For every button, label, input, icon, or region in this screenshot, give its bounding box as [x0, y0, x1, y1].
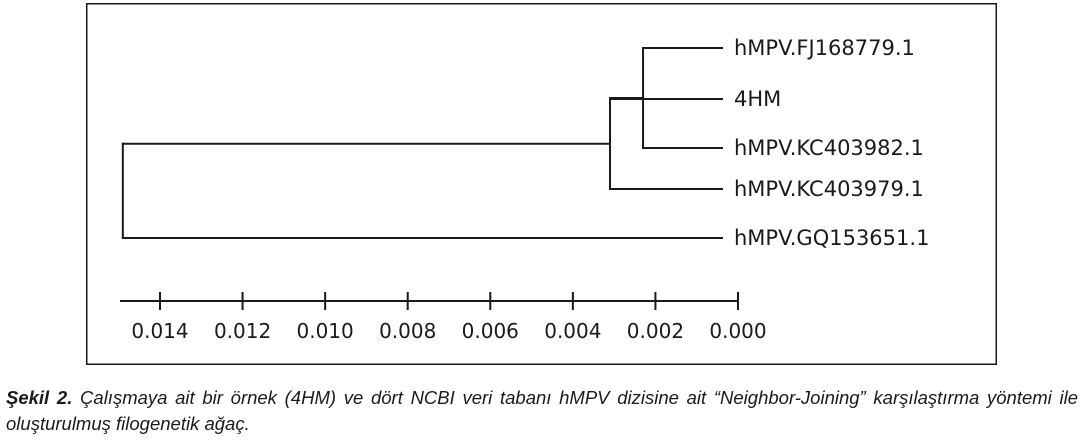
leaf-label-hm: 4HM [734, 87, 781, 111]
figure-caption: Şekil 2. Çalışmaya ait bir örnek (4HM) v… [6, 385, 1078, 437]
scale-tick-label: 0.000 [709, 319, 766, 343]
leaf-label-gq: hMPV.GQ153651.1 [734, 226, 929, 250]
scale-tick-label: 0.012 [214, 319, 271, 343]
leaf-label-kc979: hMPV.KC403979.1 [734, 177, 924, 201]
scale-tick-label: 0.008 [379, 319, 436, 343]
scale-axis: 0.014 0.012 0.010 0.008 0.006 0.004 0.002 0.000 [120, 292, 767, 343]
leaf-label-kc982: hMPV.KC403982.1 [734, 136, 924, 160]
phylogenetic-tree: hMPV.FJ168779.1 4HM hMPV.KC403982.1 hMPV.KC… [86, 3, 997, 365]
caption-text: Çalışmaya ait bir örnek (4HM) ve dört NC… [6, 387, 1079, 434]
tree-figure: hMPV.FJ168779.1 4HM hMPV.KC403982.1 hMPV.KC… [86, 3, 997, 365]
scale-tick-label: 0.006 [462, 319, 519, 343]
scale-tick-label: 0.014 [131, 319, 188, 343]
scale-tick-label: 0.004 [544, 319, 601, 343]
scale-tick-label: 0.002 [627, 319, 684, 343]
scale-tick-label: 0.010 [297, 319, 354, 343]
tree-branches [121, 47, 723, 239]
caption-label: Şekil 2. [6, 387, 73, 408]
tree-leaf-labels: hMPV.FJ168779.1 4HM hMPV.KC403982.1 hMPV.KC… [734, 36, 929, 250]
figure-border [86, 3, 997, 365]
leaf-label-fj: hMPV.FJ168779.1 [734, 36, 915, 60]
